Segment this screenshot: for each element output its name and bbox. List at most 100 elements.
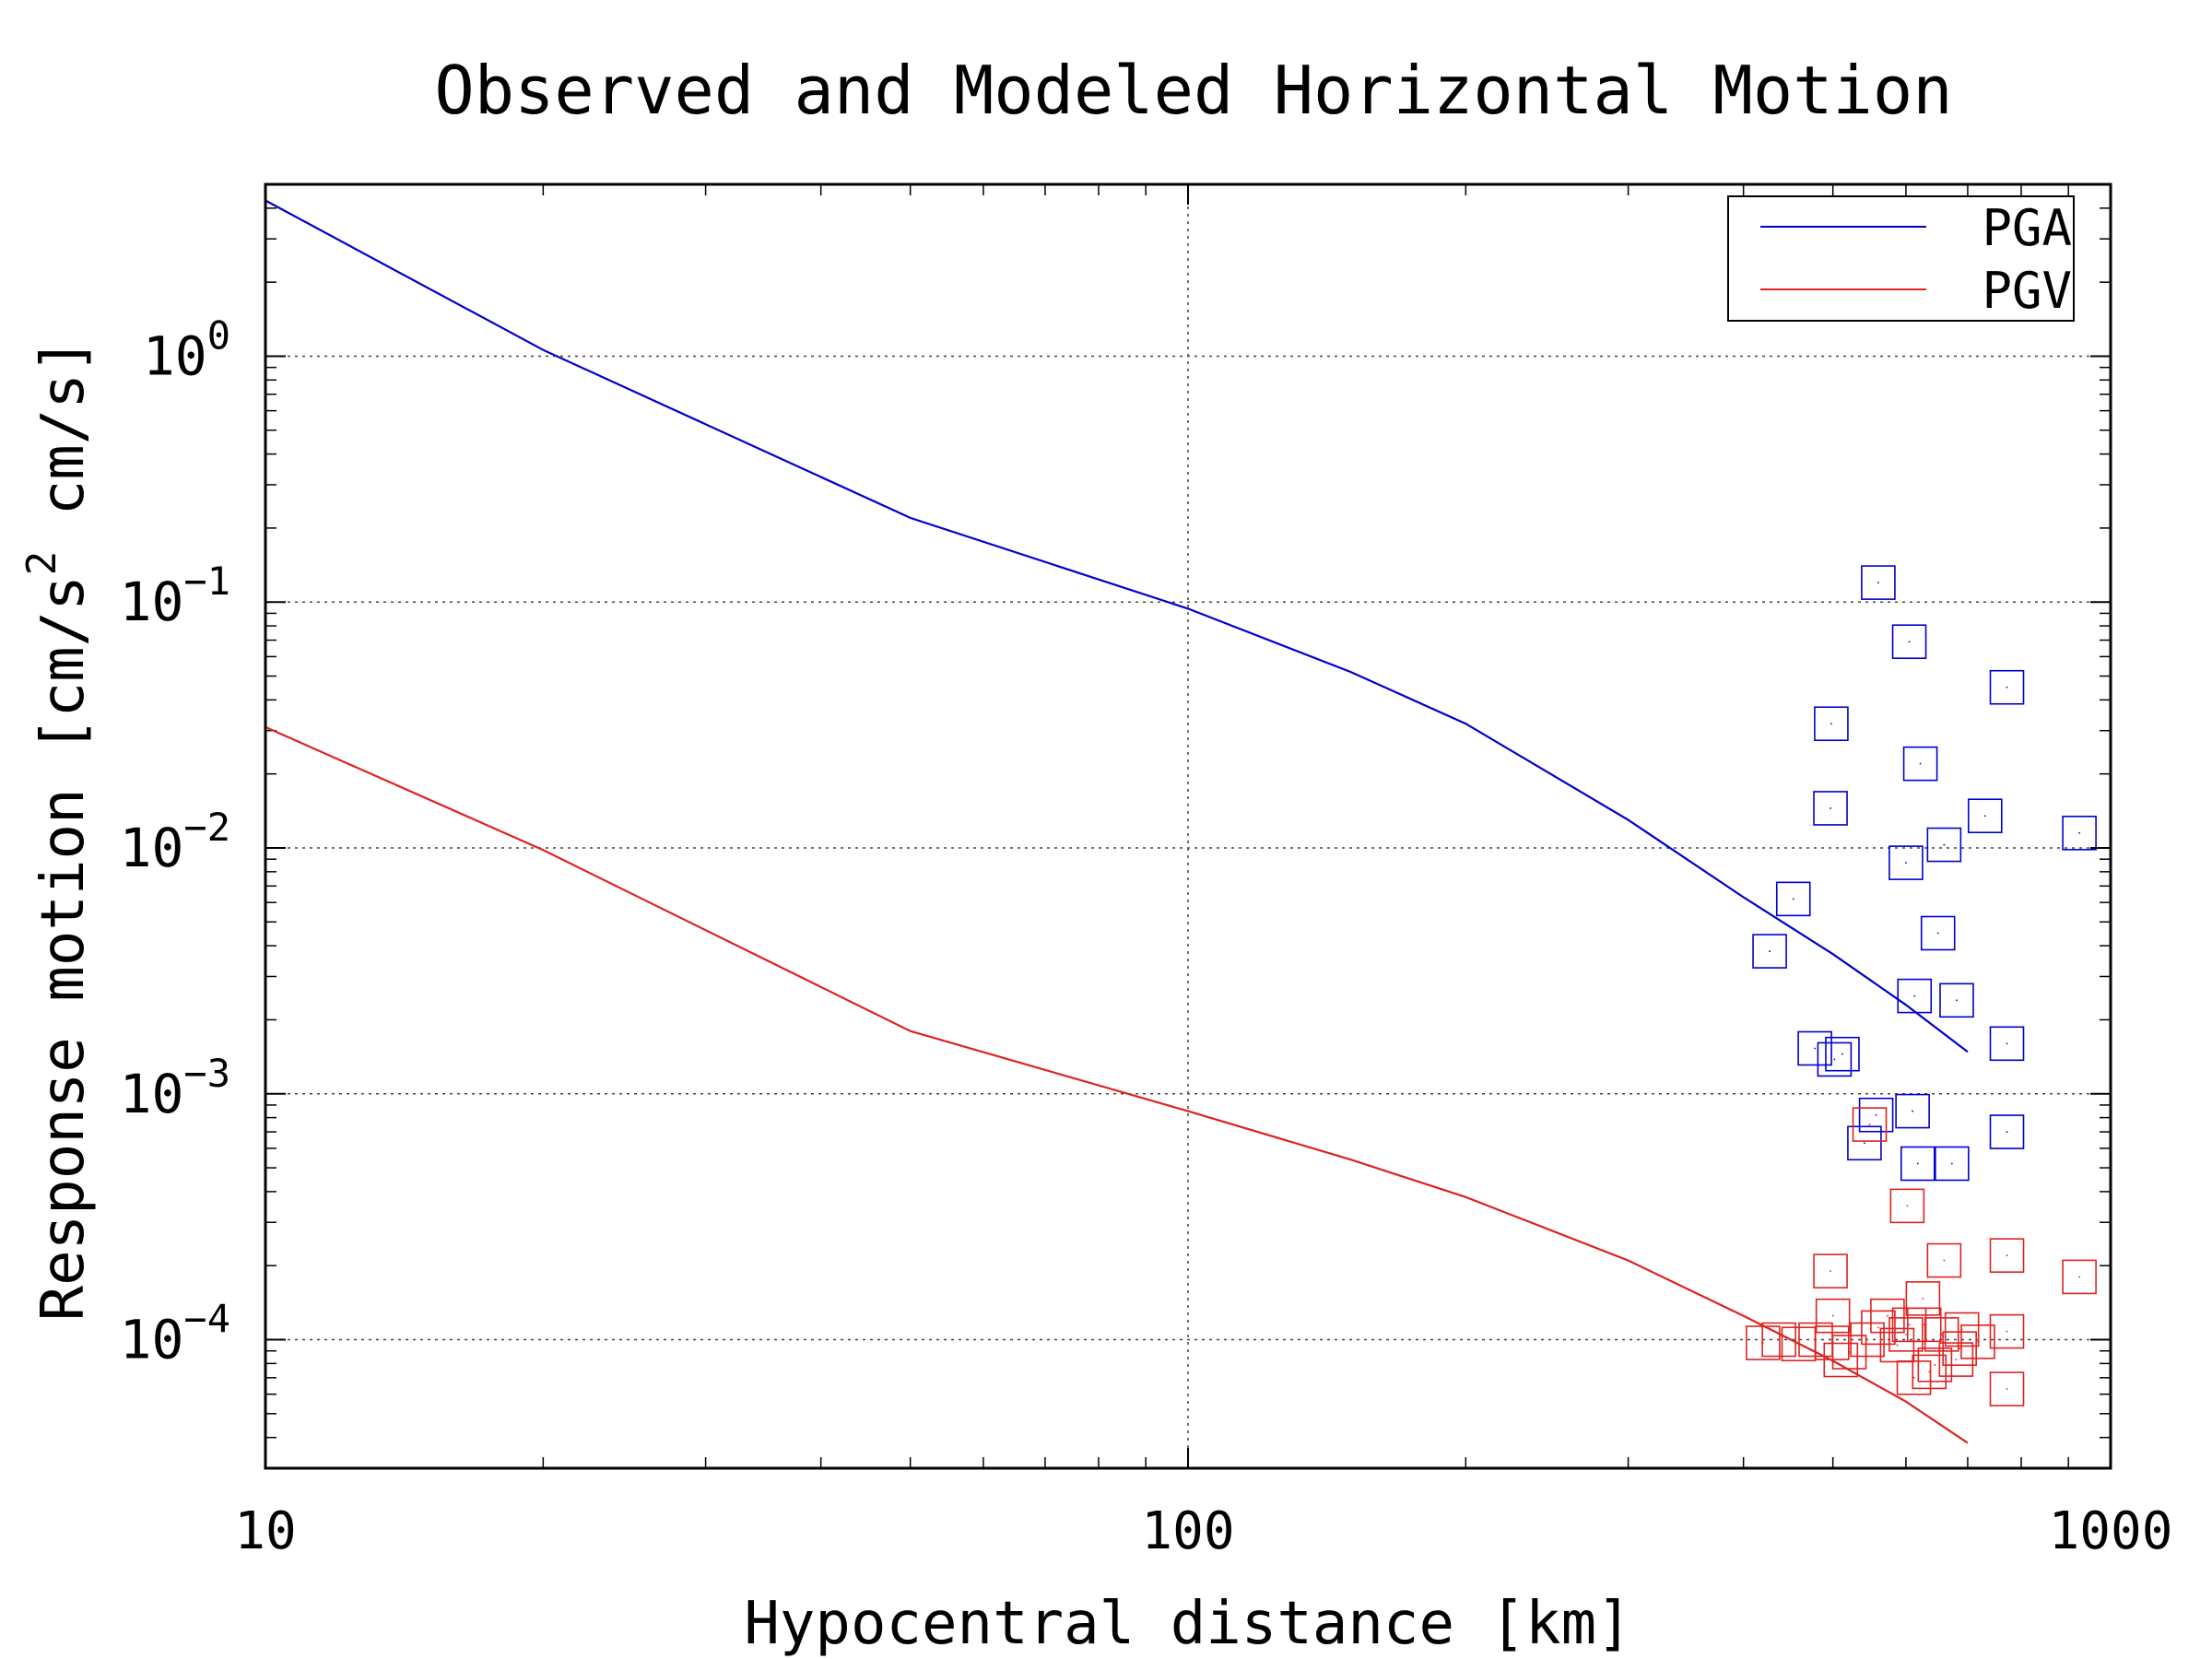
observed-point-pga [1847,1125,1882,1161]
observed-point-center-pgv [1922,1297,1924,1300]
observed-point-pgv [1906,1307,1942,1343]
observed-point-pgv [1938,1342,1974,1377]
observed-point-center-pga [1814,1047,1817,1050]
observed-point-center-pgv [1840,1359,1842,1361]
observed-point-pga [1858,1097,1894,1133]
observed-point-center-pgv [2006,1330,2008,1333]
y-tick-label-exponent: −4 [183,1297,230,1342]
y-tick-label-base: 10 [120,1309,184,1371]
y-tick-label-base: 10 [120,571,184,633]
observed-point-center-pga [1919,762,1922,765]
observed-point-center-pgv [1866,1338,1869,1341]
observed-point-pgv [1926,1242,1962,1278]
observed-point-pga [1797,1030,1832,1066]
observed-point-pgv [1989,1371,2025,1406]
observed-point-pga [1752,934,1787,969]
y-tick-label: 10−4 [120,1297,230,1371]
y-tick-label-exponent: −1 [183,559,230,604]
observed-point-center-pga [1943,843,1946,846]
model-curve-pga [265,199,1969,1053]
x-tick-label: 100 [1141,1501,1234,1561]
observed-point-pga [1775,881,1811,917]
legend: PGA PGV [1727,195,2075,322]
observed-point-center-pgv [1848,1351,1851,1353]
observed-point-pgv [1889,1188,1925,1224]
observed-point-pga [1989,1026,2025,1062]
plot-area [265,199,2097,1444]
x-axis-label: Hypocentral distance [km] [744,1590,1631,1658]
observed-point-center-pgv [1959,1347,1961,1350]
observed-point-pga [1891,624,1927,660]
observed-point-center-pga [1875,1113,1877,1116]
observed-point-pgv [1813,1253,1848,1288]
observed-point-center-pga [1769,950,1771,952]
observed-point-center-pgv [1868,1124,1871,1125]
observed-point-center-pga [2006,686,2008,688]
y-tick-label: 100 [143,312,230,387]
observed-point-center-pgv [2006,1388,2008,1390]
observed-point-pgv [1989,1313,2025,1349]
observed-point-pga [1989,1114,2025,1149]
observed-point-pga [1967,798,2003,834]
observed-point-center-pga [1792,898,1794,900]
x-tick-labels: 10 100 1000 [234,1501,2172,1561]
y-tick-label-base: 10 [120,1063,184,1125]
observed-point-center-pga [1830,807,1831,809]
observed-point-center-pgv [1778,1338,1781,1341]
observed-point-pga [1817,1041,1853,1077]
y-tick-label: 10−1 [120,559,230,633]
observed-point-pga [1825,1036,1860,1072]
observed-point-pgv [1861,1310,1896,1346]
observed-point-center-pgv [1912,1376,1915,1379]
observed-point-pgv [1896,1360,1932,1395]
y-tick-label: 10−2 [120,805,230,879]
observed-point-pgv [1823,1342,1859,1378]
observed-point-center-pgv [1908,1324,1911,1326]
observed-point-pgv [2062,1259,2097,1295]
observed-point-center-pga [1830,723,1832,725]
observed-point-center-pgv [2006,1254,2008,1257]
observed-point-center-pga [1912,1110,1914,1112]
x-tick-label: 1000 [2049,1501,2173,1561]
observed-point-pga [1897,978,1933,1014]
observed-point-pga [1861,565,1896,600]
observed-point-center-pga [1905,862,1907,865]
observed-point-pgv [1761,1322,1796,1358]
observed-point-pgv [1917,1347,1953,1382]
y-axis-label-prefix: Response motion [cm/s [29,575,98,1321]
observed-point-pgv [1912,1354,1947,1390]
observed-point-pga [1902,746,1938,782]
legend-label-pgv: PGV [1982,262,2072,320]
observed-point-center-pga [1936,932,1939,935]
chart-title: Observed and Modeled Horizontal Motion [434,52,1952,129]
observed-point-pga [1939,982,1974,1018]
observed-point-center-pgv [1934,1363,1936,1366]
observed-point-pga [1888,845,1924,880]
observed-point-center-pga [1864,1142,1865,1145]
y-tick-label-exponent: 0 [207,312,230,358]
y-tick-label-base: 10 [143,324,207,387]
observed-point-center-pgv [1977,1340,1979,1343]
observed-point-center-pgv [1906,1205,1909,1207]
legend-label-pga: PGA [1982,199,2072,257]
observed-point-center-pgv [1896,1344,1899,1347]
y-tick-label-exponent: −3 [183,1051,230,1096]
x-tick-label: 10 [234,1501,296,1561]
observed-point-center-pgv [1905,1333,1907,1335]
observed-point-pgv [1850,1322,1885,1358]
observed-point-center-pga [1916,1162,1919,1165]
y-axis-label-superscript: 2 [18,551,65,576]
observed-point-pga [1926,827,1962,863]
y-tick-label: 10−3 [120,1051,230,1125]
observed-point-pgv [1924,1317,1959,1352]
observed-point-pgv [1870,1298,1905,1334]
observed-point-center-pgv [1831,1314,1834,1317]
observed-point-center-pgv [1940,1333,1943,1335]
observed-point-center-pga [1833,1058,1836,1061]
observed-point-pga [1900,1146,1936,1182]
observed-point-pga [1920,915,1956,951]
observed-point-center-pgv [1955,1359,1958,1361]
legend-box [1727,195,2075,322]
